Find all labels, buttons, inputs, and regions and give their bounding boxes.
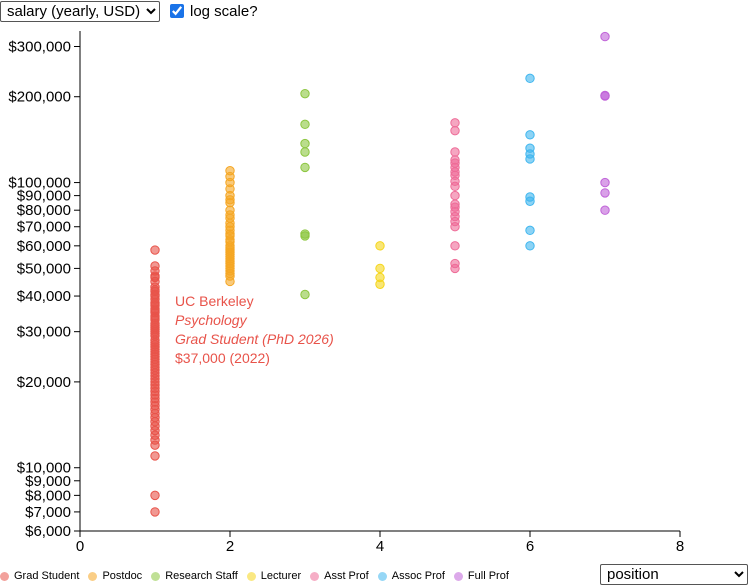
- y-tick-label: $60,000: [17, 238, 71, 255]
- y-tick-label: $70,000: [17, 219, 71, 236]
- data-point[interactable]: [450, 147, 460, 157]
- legend-item[interactable]: Assoc Prof: [377, 570, 445, 582]
- annotation-line: Psychology: [175, 312, 248, 328]
- y-tick-label: $10,000: [17, 460, 71, 477]
- legend-item[interactable]: Full Prof: [453, 570, 509, 582]
- y-tick-label: $300,000: [8, 39, 71, 56]
- legend-label: Assoc Prof: [391, 570, 445, 582]
- data-point[interactable]: [450, 118, 460, 128]
- data-point[interactable]: [525, 130, 535, 140]
- legend-label: Lecturer: [260, 570, 302, 582]
- legend-item[interactable]: Research Staff: [151, 570, 238, 582]
- series-postdoc: [225, 166, 235, 287]
- series-lecturer: [375, 241, 385, 289]
- x-tick-label: 6: [526, 538, 534, 555]
- legend-swatch: [453, 571, 463, 581]
- y-tick-label: $50,000: [17, 260, 71, 277]
- data-point[interactable]: [525, 196, 535, 206]
- data-point[interactable]: [450, 222, 460, 232]
- y-tick-label: $20,000: [17, 374, 71, 391]
- series-grad-student: [150, 245, 160, 517]
- data-point[interactable]: [150, 507, 160, 517]
- legend: Grad Student Postdoc Research Staff Lecture…: [0, 567, 518, 585]
- data-point[interactable]: [525, 241, 535, 251]
- annotation-line: UC Berkeley: [175, 293, 254, 309]
- x-axis: 0 2 4 6 8: [76, 530, 684, 555]
- data-point[interactable]: [300, 231, 310, 241]
- series-assoc-prof: [525, 73, 535, 251]
- y-tick-label: $100,000: [8, 175, 71, 192]
- data-point[interactable]: [450, 126, 460, 136]
- scatter-chart: $6,000 $7,000$8,000$9,000$10,000 $20,000 $3…: [8, 31, 684, 555]
- y-axis: $6,000 $7,000$8,000$9,000$10,000 $20,000 $3…: [8, 31, 81, 540]
- data-point[interactable]: [375, 241, 385, 251]
- legend-item[interactable]: Postdoc: [88, 570, 142, 582]
- data-point[interactable]: [450, 190, 460, 201]
- series-research-staff: [300, 88, 310, 300]
- legend-swatch: [0, 571, 9, 581]
- data-point[interactable]: [450, 263, 460, 274]
- data-point[interactable]: [150, 245, 160, 255]
- data-point[interactable]: [525, 225, 535, 236]
- y-tick-label: $8,000: [25, 487, 71, 504]
- data-point[interactable]: [150, 451, 160, 461]
- x-tick-label: 8: [676, 538, 684, 555]
- data-point[interactable]: [150, 490, 160, 501]
- metric-select[interactable]: salary (yearly, USD): [0, 0, 160, 22]
- data-point[interactable]: [525, 73, 535, 84]
- x-tick-label: 2: [226, 538, 234, 555]
- series-full-prof: [600, 31, 610, 215]
- x-tick-label: 4: [376, 538, 384, 555]
- data-point[interactable]: [450, 181, 460, 192]
- data-point[interactable]: [450, 241, 460, 251]
- y-tick-label: $6,000: [25, 523, 71, 540]
- data-point[interactable]: [600, 188, 610, 198]
- data-point[interactable]: [600, 91, 610, 101]
- legend-label: Asst Prof: [324, 570, 369, 582]
- hover-annotation: UC Berkeley Psychology Grad Student (PhD 2…: [175, 293, 334, 366]
- data-point[interactable]: [600, 205, 610, 215]
- data-points: [150, 31, 610, 517]
- data-point[interactable]: [375, 279, 385, 289]
- series-asst-prof: [450, 118, 460, 274]
- data-point[interactable]: [150, 440, 160, 450]
- data-point[interactable]: [300, 138, 310, 149]
- legend-label: Postdoc: [102, 570, 143, 582]
- legend-label: Grad Student: [14, 570, 80, 582]
- top-controls: salary (yearly, USD) log scale?: [0, 0, 258, 22]
- data-point[interactable]: [300, 289, 310, 300]
- legend-label: Research Staff: [165, 570, 238, 582]
- y-tick-label: $80,000: [17, 202, 71, 219]
- y-tick-label: $40,000: [17, 288, 71, 305]
- legend-swatch: [246, 571, 256, 581]
- data-point[interactable]: [300, 119, 310, 130]
- annotation-line: Grad Student (PhD 2026): [175, 331, 334, 347]
- data-point[interactable]: [375, 263, 385, 274]
- legend-swatch: [377, 571, 387, 581]
- y-tick-label: $7,000: [25, 504, 71, 521]
- y-tick-label: $200,000: [8, 89, 71, 106]
- y-tick-label: $9,000: [25, 473, 71, 490]
- data-point[interactable]: [225, 276, 235, 287]
- legend-swatch: [151, 571, 161, 581]
- x-tick-label: 0: [76, 538, 84, 555]
- legend-item[interactable]: Grad Student: [0, 570, 79, 582]
- legend-swatch: [310, 571, 320, 581]
- legend-item[interactable]: Lecturer: [246, 570, 302, 582]
- data-point[interactable]: [300, 88, 310, 99]
- data-point[interactable]: [600, 31, 610, 42]
- log-scale-label: log scale?: [190, 2, 258, 20]
- y-tick-label: $30,000: [17, 324, 71, 341]
- annotation-line: $37,000 (2022): [175, 350, 270, 366]
- group-by-select[interactable]: position: [600, 564, 748, 585]
- data-point[interactable]: [525, 154, 535, 164]
- data-point[interactable]: [300, 162, 310, 173]
- log-scale-checkbox[interactable]: [170, 4, 184, 18]
- y-tick-label: $90,000: [17, 188, 71, 205]
- legend-swatch: [88, 571, 98, 581]
- legend-label: Full Prof: [467, 570, 509, 582]
- legend-item[interactable]: Asst Prof: [310, 570, 369, 582]
- data-point[interactable]: [300, 147, 310, 157]
- data-point[interactable]: [600, 177, 610, 188]
